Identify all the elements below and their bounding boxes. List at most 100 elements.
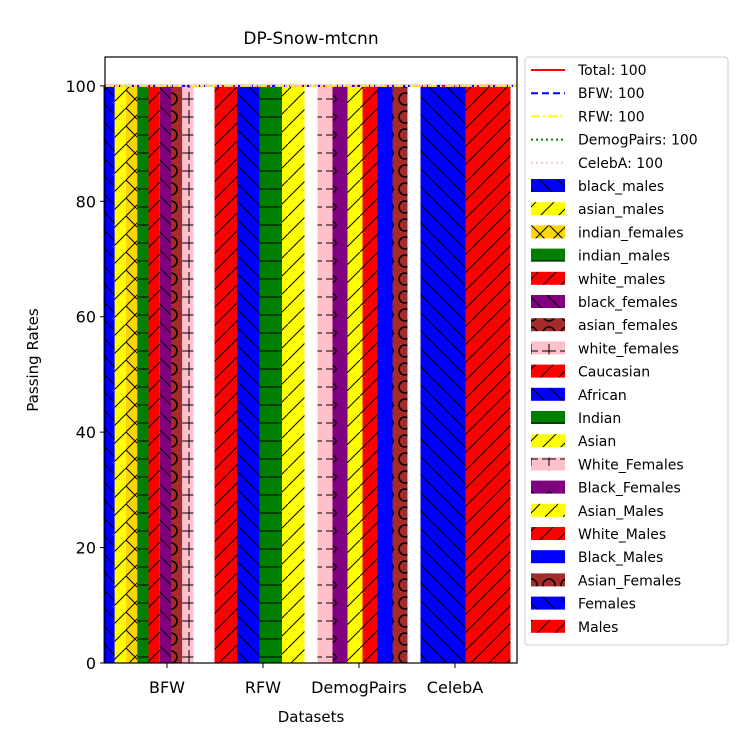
legend-entry: White_Females: [531, 457, 684, 473]
legend-label: Males: [578, 620, 618, 636]
legend-label: DemogPairs: 100: [578, 133, 698, 149]
legend-label: black_males: [578, 179, 664, 195]
legend-patch-swatch: [531, 364, 565, 378]
legend-label: White_Females: [578, 457, 684, 473]
bar-CelebA-Males: [465, 85, 511, 664]
y-tick-label: 60: [76, 308, 96, 327]
legend-patch-swatch: [531, 202, 565, 216]
legend-patch-swatch: [531, 527, 565, 540]
bar-BFW-white_females: [182, 85, 194, 664]
y-tick-label: 100: [65, 77, 96, 96]
legend-entry: Asian_Males: [531, 503, 664, 520]
legend-patch-swatch: [531, 619, 565, 633]
legend-entry: DemogPairs: 100: [531, 133, 698, 149]
bar-RFW-Asian: [282, 85, 305, 664]
legend-patch-swatch: [531, 225, 565, 239]
legend-entry: Total: 100: [531, 63, 647, 79]
legend-entry: black_females: [531, 295, 678, 311]
legend-label: RFW: 100: [578, 109, 645, 125]
legend-label: indian_females: [578, 225, 684, 241]
legend-entry: indian_females: [531, 225, 684, 241]
legend-entry: CelebA: 100: [531, 156, 663, 172]
bar-RFW-Indian: [259, 85, 282, 664]
legend-entry: Black_Females: [531, 480, 681, 497]
x-tick-label-CelebA: CelebA: [427, 678, 483, 697]
bar-BFW-black_males: [103, 85, 115, 664]
legend-label: Females: [578, 597, 636, 613]
bar-BFW-indian_males: [137, 85, 149, 664]
bar-DemogPairs-White_Females: [317, 85, 333, 664]
legend-label: asian_males: [578, 202, 664, 218]
legend-patch-swatch: [531, 573, 565, 587]
bar-CelebA-Females: [420, 85, 466, 664]
legend: Total: 100 BFW: 100 RFW: 100 DemogPairs: 10…: [524, 56, 729, 646]
legend-frame: [524, 56, 729, 646]
bar-DemogPairs-White_Males: [362, 85, 378, 664]
x-tick-label-BFW: BFW: [149, 678, 185, 697]
legend-patch-swatch: [531, 411, 565, 424]
bar-BFW-black_females: [159, 85, 171, 664]
legend-patch-swatch: [531, 387, 565, 401]
legend-entry: White_Males: [531, 527, 666, 543]
legend-label: Asian: [578, 434, 616, 450]
bar-BFW-indian_females: [126, 85, 138, 664]
legend-entry: RFW: 100: [531, 109, 645, 125]
legend-patch-swatch: [531, 248, 565, 262]
legend-patch-swatch: [531, 271, 565, 285]
legend-entry: BFW: 100: [531, 86, 645, 102]
legend-label: black_females: [578, 295, 678, 311]
legend-label: Black_Males: [578, 550, 663, 566]
legend-entry: Black_Males: [531, 550, 663, 566]
y-tick-label: 80: [76, 192, 96, 211]
plot-frame: [104, 56, 518, 664]
legend-entry: Caucasian: [531, 364, 650, 381]
legend-patch-swatch: [531, 295, 565, 308]
legend-entry: asian_females: [531, 318, 678, 334]
x-tick-label-RFW: RFW: [245, 678, 281, 697]
legend-entry: white_females: [531, 341, 679, 357]
x-tick-label-DemogPairs: DemogPairs: [311, 678, 407, 697]
legend-entry: white_males: [531, 271, 665, 288]
legend-label: indian_males: [578, 249, 670, 265]
y-axis-label: Passing Rates: [24, 308, 42, 412]
bar-BFW-white_males: [148, 85, 160, 664]
bar-DemogPairs-Asian_Females: [392, 85, 408, 664]
legend-label: white_males: [578, 272, 665, 288]
legend-label: Asian_Males: [578, 504, 664, 520]
legend-label: Indian: [578, 411, 621, 427]
legend-patch-swatch: [531, 596, 565, 610]
bar-RFW-Caucasian: [214, 85, 237, 664]
legend-patch-swatch: [531, 457, 565, 471]
legend-label: Caucasian: [578, 365, 650, 381]
legend-entry: black_males: [531, 179, 664, 195]
legend-patch-swatch: [531, 480, 565, 494]
bar-DemogPairs-Asian_Males: [347, 85, 363, 664]
y-tick-label: 40: [76, 423, 96, 442]
legend-label: Black_Females: [578, 481, 681, 497]
legend-entry: Asian: [531, 434, 616, 450]
legend-patch-swatch: [531, 318, 565, 332]
legend-label: African: [578, 388, 627, 404]
legend-patch-swatch: [531, 179, 565, 192]
legend-label: CelebA: 100: [578, 156, 663, 172]
bar-DemogPairs-Black_Males: [377, 85, 393, 664]
legend-label: asian_females: [578, 318, 678, 334]
legend-patch-swatch: [531, 550, 565, 564]
legend-entry: Asian_Females: [531, 573, 681, 589]
x-axis-label: Datasets: [278, 708, 345, 726]
bar-BFW-asian_females: [171, 85, 183, 664]
legend-patch-swatch: [531, 434, 565, 448]
legend-patch-swatch: [531, 503, 565, 517]
chart-title: DP-Snow-mtcnn: [243, 29, 378, 49]
legend-label: White_Males: [578, 527, 666, 543]
legend-label: Asian_Females: [578, 573, 681, 589]
y-tick-label: 0: [86, 654, 96, 673]
legend-entry: African: [531, 387, 627, 404]
legend-label: Total: 100: [577, 63, 647, 79]
legend-patch-swatch: [531, 341, 565, 355]
legend-entry: Males: [531, 619, 618, 636]
legend-entry: Females: [531, 596, 636, 613]
bar-DemogPairs-Black_Females: [332, 85, 348, 664]
bar-BFW-asian_males: [114, 85, 126, 664]
